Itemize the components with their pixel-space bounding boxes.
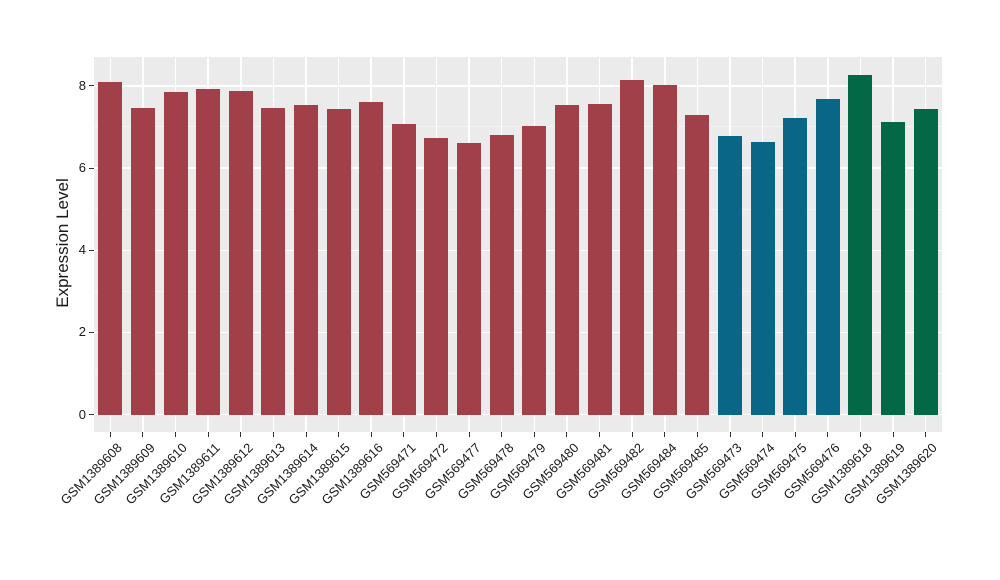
bar-GSM1389620 [913, 108, 938, 415]
bar-GSM569476 [815, 98, 840, 415]
x-tick-mark [142, 432, 144, 437]
bar-GSM1389609 [130, 108, 155, 415]
bar-GSM1389619 [881, 121, 906, 415]
bar-GSM569484 [652, 84, 677, 415]
bar-GSM569472 [424, 137, 449, 415]
x-tick-mark [305, 432, 307, 437]
bar-GSM1389616 [359, 102, 384, 415]
x-tick-mark [729, 432, 731, 437]
plot-panel [94, 57, 942, 432]
gridline-major [94, 331, 942, 334]
gridline-minor [94, 290, 942, 292]
x-tick-mark [827, 432, 829, 437]
x-tick-mark [272, 432, 274, 437]
bar-GSM1389611 [196, 88, 221, 415]
x-tick-mark [631, 432, 633, 437]
y-tick-label: 8 [78, 77, 86, 93]
gridline-minor [94, 373, 942, 375]
x-tick-mark [599, 432, 601, 437]
gridline-minor [94, 126, 942, 128]
bar-GSM1389608 [98, 82, 123, 415]
bar-GSM569478 [489, 135, 514, 415]
bar-GSM1389614 [294, 105, 318, 415]
bar-GSM569471 [391, 124, 416, 415]
bar-GSM1389612 [228, 90, 253, 415]
y-tick-mark [89, 167, 94, 169]
x-tick-mark [338, 432, 340, 437]
x-tick-mark [207, 432, 209, 437]
gridline-major [94, 167, 942, 169]
x-tick-mark [403, 432, 405, 437]
x-tick-mark [468, 432, 470, 437]
x-tick-mark [566, 432, 568, 437]
y-tick-label: 2 [78, 324, 86, 340]
x-tick-mark [240, 432, 242, 437]
bar-GSM569482 [620, 79, 645, 415]
gridline-minor [94, 208, 942, 210]
x-tick-mark [533, 432, 535, 437]
x-tick-mark [925, 432, 927, 437]
bar-GSM569474 [750, 142, 775, 415]
bar-GSM569480 [554, 105, 579, 415]
x-tick-mark [696, 432, 698, 437]
gridline-major [94, 249, 942, 251]
x-tick-mark [175, 432, 177, 437]
x-tick-mark [664, 432, 666, 437]
bar-GSM569475 [783, 117, 808, 415]
gridline-major [94, 413, 942, 416]
x-tick-mark [501, 432, 503, 437]
y-tick-label: 6 [78, 160, 86, 176]
bar-GSM1389613 [261, 107, 286, 415]
x-tick-mark [859, 432, 861, 437]
bar-GSM569485 [685, 115, 710, 415]
bar-GSM569481 [587, 103, 612, 415]
y-tick-mark [89, 85, 94, 87]
bar-GSM1389615 [326, 109, 351, 415]
y-tick-mark [89, 331, 94, 333]
y-tick-label: 0 [78, 406, 86, 422]
gridline-major [94, 85, 942, 87]
bar-GSM569479 [522, 126, 547, 415]
y-tick-label: 4 [78, 242, 86, 258]
x-tick-mark [109, 432, 111, 437]
x-tick-mark [794, 432, 796, 437]
x-tick-mark [370, 432, 372, 437]
bar-GSM569477 [457, 142, 482, 415]
bar-GSM1389618 [848, 74, 873, 415]
x-tick-mark [762, 432, 764, 437]
y-tick-mark [89, 249, 94, 251]
y-tick-mark [89, 414, 94, 416]
x-tick-mark [892, 432, 894, 437]
x-tick-mark [435, 432, 437, 437]
bar-GSM1389610 [163, 92, 188, 415]
bar-GSM569473 [718, 135, 742, 415]
